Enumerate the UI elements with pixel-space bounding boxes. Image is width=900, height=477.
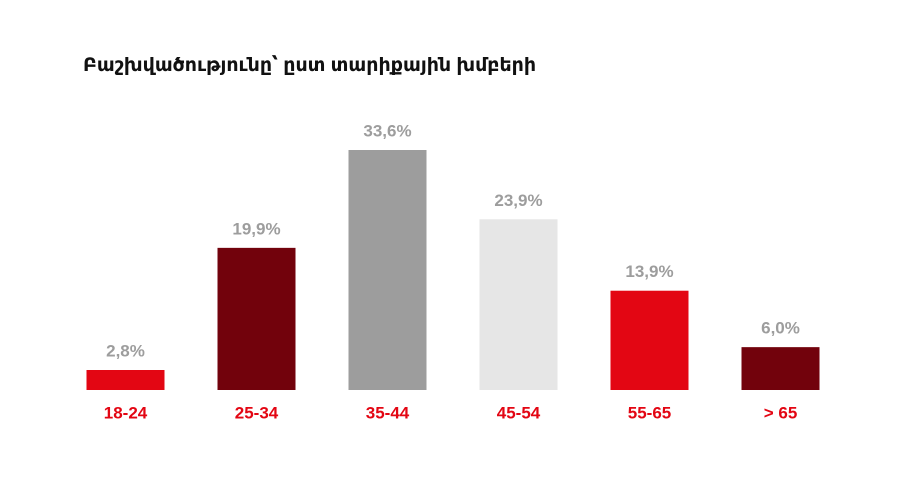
value-label: 19,9%: [232, 219, 280, 238]
bar: [610, 290, 689, 390]
value-label: 23,9%: [494, 191, 542, 210]
bar: [217, 247, 296, 390]
value-label: 6,0%: [761, 319, 800, 338]
value-label: 33,6%: [363, 121, 411, 140]
chart-title: Բաշխվածությունը՝ ըստ տարիքային խմբերի: [83, 54, 536, 76]
bar: [348, 150, 427, 390]
bar: [479, 219, 558, 390]
category-label: 55-65: [628, 403, 671, 422]
category-label: > 65: [764, 403, 798, 422]
category-label: 45-54: [497, 403, 541, 422]
bar: [741, 347, 820, 390]
bar: [86, 370, 165, 390]
category-label: 25-34: [235, 403, 279, 422]
category-label: 18-24: [104, 403, 148, 422]
category-label: 35-44: [366, 403, 410, 422]
value-label: 13,9%: [625, 262, 673, 281]
value-label: 2,8%: [106, 341, 145, 360]
